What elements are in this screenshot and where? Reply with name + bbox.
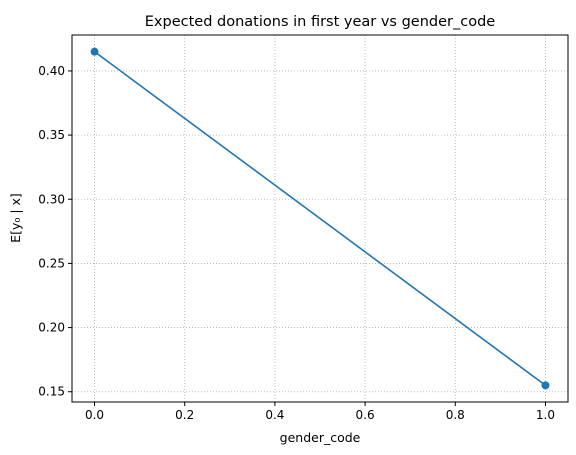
y-tick-label: 0.25 [38,256,65,270]
x-tick-label: 0.2 [175,408,194,422]
data-point [541,381,550,390]
series-line [94,51,546,386]
x-tick-label: 0.0 [85,408,104,422]
x-tick-label: 0.4 [265,408,284,422]
x-tick-label: 0.8 [446,408,465,422]
y-tick-label: 0.15 [38,385,65,399]
plot-area-frame [71,34,569,403]
x-axis-label: gender_code [280,430,361,445]
y-tick-label: 0.30 [38,192,65,206]
y-axis-label: E[y₀ | x] [8,193,23,243]
x-axis-ticks: 0.0 0.2 0.4 0.6 0.8 1.0 [85,402,555,422]
y-tick-label: 0.35 [38,128,65,142]
y-tick-label: 0.20 [38,321,65,335]
grid-lines [72,35,568,402]
x-tick-label: 0.6 [356,408,375,422]
series-layer [90,47,550,390]
data-point [90,47,99,56]
y-tick-label: 0.40 [38,64,65,78]
y-axis-ticks: 0.15 0.20 0.25 0.30 0.35 0.40 [38,64,72,399]
x-tick-label: 1.0 [536,408,555,422]
chart-title: Expected donations in first year vs gend… [145,14,496,30]
